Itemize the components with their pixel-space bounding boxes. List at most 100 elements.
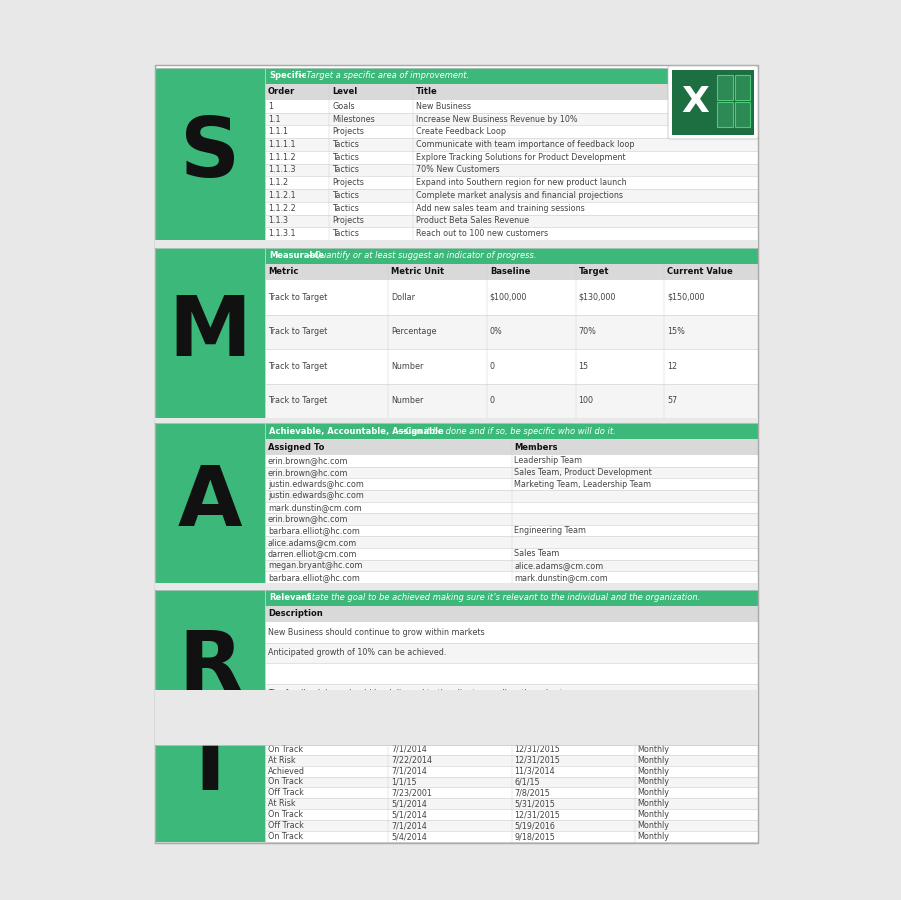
- Text: 0: 0: [490, 362, 495, 371]
- Bar: [265, 560, 758, 572]
- Bar: [265, 202, 758, 214]
- Text: Monthly: Monthly: [638, 832, 669, 841]
- Text: 1.1.2: 1.1.2: [268, 178, 288, 187]
- Text: —Specify when the result(s) can be achieved.: —Specify when the result(s) can be achie…: [305, 694, 497, 703]
- Text: —Target a specific area of improvement.: —Target a specific area of improvement.: [298, 71, 469, 80]
- Text: Order: Order: [268, 87, 296, 96]
- Text: Tactics: Tactics: [332, 230, 359, 238]
- Bar: [265, 663, 758, 683]
- Bar: [265, 490, 758, 501]
- Bar: [265, 590, 758, 745]
- Bar: [265, 548, 758, 560]
- Bar: [265, 831, 758, 842]
- Text: Projects: Projects: [332, 216, 364, 225]
- Text: Complete market analysis and financial projections: Complete market analysis and financial p…: [416, 191, 623, 200]
- Text: Marketing Team, Leadership Team: Marketing Team, Leadership Team: [514, 480, 651, 489]
- Text: Specific: Specific: [269, 71, 306, 80]
- Bar: [265, 423, 758, 439]
- Bar: [265, 606, 758, 622]
- Text: S: S: [180, 113, 240, 194]
- Bar: [265, 809, 758, 820]
- Text: 1.1.3.1: 1.1.3.1: [268, 230, 296, 238]
- Bar: [265, 590, 758, 606]
- Bar: [265, 690, 758, 706]
- Bar: [717, 102, 733, 127]
- Bar: [265, 125, 758, 139]
- Bar: [265, 139, 758, 151]
- Text: Track to Target: Track to Target: [268, 362, 327, 371]
- Text: 12: 12: [668, 362, 678, 371]
- Bar: [155, 690, 265, 842]
- Text: Weekly: Weekly: [638, 723, 667, 732]
- Text: 57: 57: [668, 396, 678, 405]
- Text: Monthly: Monthly: [638, 788, 669, 797]
- Bar: [265, 643, 758, 663]
- Bar: [265, 466, 758, 478]
- Text: Market analysis should cover zip codes 30305, 30319: Market analysis should cover zip codes 3…: [268, 730, 483, 739]
- Bar: [265, 164, 758, 176]
- Text: Track to Target: Track to Target: [268, 292, 327, 302]
- Text: 1/1/15: 1/1/15: [391, 778, 417, 787]
- Text: Level: Level: [332, 87, 358, 96]
- Text: 15: 15: [578, 362, 588, 371]
- Text: 1/1/2014: 1/1/2014: [391, 734, 427, 742]
- Text: Off Track: Off Track: [268, 788, 304, 797]
- Text: justin.edwards@hc.com: justin.edwards@hc.com: [268, 480, 364, 489]
- Text: Monthly: Monthly: [638, 767, 669, 776]
- Bar: [265, 112, 758, 125]
- Text: 1.1.1.1: 1.1.1.1: [268, 140, 296, 149]
- Bar: [265, 755, 758, 766]
- Bar: [265, 214, 758, 228]
- Text: Communicate with team importance of feedback loop: Communicate with team importance of feed…: [416, 140, 634, 149]
- Text: $130,000: $130,000: [578, 292, 616, 302]
- Text: Create Feedback Loop: Create Feedback Loop: [416, 127, 505, 136]
- Bar: [734, 76, 751, 100]
- Text: Monthly: Monthly: [638, 756, 669, 765]
- Bar: [155, 418, 758, 423]
- Text: Anticipated growth of 10% can be achieved.: Anticipated growth of 10% can be achieve…: [268, 648, 446, 657]
- Text: —Can it be done and if so, be specific who will do it.: —Can it be done and if so, be specific w…: [396, 427, 615, 436]
- Text: 7/1/2014: 7/1/2014: [391, 821, 427, 830]
- Text: On Track: On Track: [268, 832, 303, 841]
- Text: 15%: 15%: [668, 328, 685, 337]
- Text: Relevant: Relevant: [269, 593, 311, 602]
- Text: Off Track: Off Track: [268, 821, 304, 830]
- Text: 11/3/2014: 11/3/2014: [514, 767, 555, 776]
- Bar: [265, 455, 758, 466]
- Text: 5/31/2015: 5/31/2015: [514, 799, 555, 808]
- Text: 5/19/2016: 5/19/2016: [514, 821, 555, 830]
- Text: 1.1.2.2: 1.1.2.2: [268, 203, 296, 212]
- Text: $100,000: $100,000: [490, 292, 527, 302]
- Text: On Track: On Track: [268, 723, 303, 732]
- Text: Tactics: Tactics: [332, 166, 359, 175]
- Text: barbara.elliot@hc.com: barbara.elliot@hc.com: [268, 526, 359, 536]
- Text: Number: Number: [391, 362, 423, 371]
- Bar: [155, 248, 265, 418]
- Text: 5/1/2014: 5/1/2014: [391, 799, 427, 808]
- Bar: [155, 423, 265, 583]
- Text: Monthly: Monthly: [638, 778, 669, 787]
- Text: Baseline: Baseline: [490, 267, 530, 276]
- Bar: [265, 248, 758, 264]
- Text: erin.brown@hc.com: erin.brown@hc.com: [268, 456, 349, 465]
- Text: 70%: 70%: [578, 328, 596, 337]
- Bar: [265, 314, 758, 349]
- Bar: [265, 722, 758, 733]
- Text: Projects: Projects: [332, 127, 364, 136]
- Text: 7/22/2014: 7/22/2014: [391, 756, 432, 765]
- Bar: [672, 70, 754, 135]
- Bar: [265, 572, 758, 583]
- Bar: [155, 590, 265, 745]
- Bar: [265, 383, 758, 418]
- Text: Tactics: Tactics: [332, 203, 359, 212]
- Text: 7/8/2015: 7/8/2015: [514, 788, 551, 797]
- Bar: [265, 349, 758, 383]
- Text: 7/15/2014: 7/15/2014: [391, 723, 432, 732]
- FancyBboxPatch shape: [668, 66, 758, 139]
- Text: 1.1.3: 1.1.3: [268, 216, 288, 225]
- Bar: [155, 240, 758, 248]
- Text: Tactics: Tactics: [332, 191, 359, 200]
- Text: Tactics: Tactics: [332, 140, 359, 149]
- Text: Due: Due: [514, 709, 533, 718]
- Text: 1.1.1: 1.1.1: [268, 127, 288, 136]
